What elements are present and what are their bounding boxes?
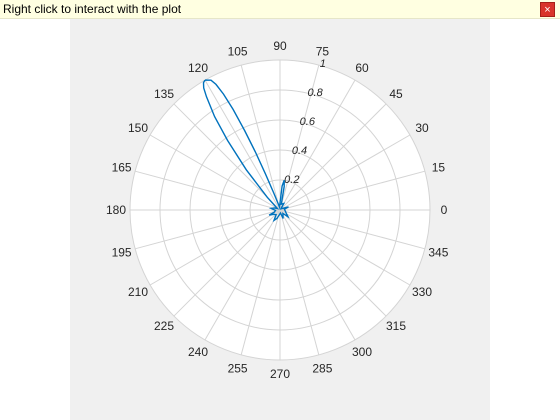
theta-tick-label: 300 xyxy=(352,345,372,359)
theta-grid-spoke xyxy=(240,64,281,211)
theta-grid-spoke xyxy=(240,209,281,356)
theta-grid-spoke xyxy=(279,209,356,341)
r-tick-label: 1 xyxy=(320,58,326,70)
theta-grid-spoke xyxy=(204,79,281,211)
theta-tick-label: 150 xyxy=(128,121,148,135)
theta-grid-spoke xyxy=(279,209,426,250)
theta-grid-spoke xyxy=(279,209,320,356)
theta-grid-spoke xyxy=(173,209,281,317)
theta-grid-spoke xyxy=(173,103,281,211)
theta-tick-label: 15 xyxy=(432,161,446,175)
theta-tick-label: 255 xyxy=(228,361,248,375)
theta-grid-spoke xyxy=(279,170,426,211)
theta-tick-label: 165 xyxy=(112,161,132,175)
theta-grid-spoke xyxy=(279,64,320,211)
theta-tick-label: 240 xyxy=(188,345,208,359)
theta-tick-label: 315 xyxy=(386,319,406,333)
series-line xyxy=(202,79,290,223)
theta-tick-label: 90 xyxy=(273,39,287,53)
r-tick-label: 0.8 xyxy=(307,87,323,99)
theta-grid-spoke xyxy=(279,209,411,286)
theta-grid-spoke xyxy=(279,103,387,211)
theta-tick-label: 225 xyxy=(154,319,174,333)
theta-grid-spoke xyxy=(279,79,356,211)
theta-grid-spoke xyxy=(149,209,281,286)
theta-grid-spoke xyxy=(134,209,281,250)
plot-area[interactable]: 0 15 30 45 60 75 90 105 120 135 150 165 180 195 210 225… xyxy=(70,19,490,420)
theta-tick-label: 45 xyxy=(389,87,403,101)
theta-grid-spoke xyxy=(149,134,281,211)
theta-grid-spoke xyxy=(279,134,411,211)
theta-tick-label: 120 xyxy=(188,61,208,75)
plot-hint-text: Right click to interact with the plot xyxy=(3,2,182,16)
theta-tick-label: 135 xyxy=(154,87,174,101)
theta-tick-label: 345 xyxy=(428,245,448,259)
close-icon[interactable]: × xyxy=(540,2,555,17)
r-tick-label: 0.2 xyxy=(284,174,299,186)
r-tick-label: 0.4 xyxy=(292,145,307,157)
theta-tick-label: 285 xyxy=(312,361,332,375)
theta-tick-label: 75 xyxy=(316,45,330,59)
theta-tick-label: 330 xyxy=(412,285,432,299)
plot-hint-banner: Right click to interact with the plot × xyxy=(0,0,560,19)
theta-tick-label: 30 xyxy=(415,121,429,135)
r-tick-label: 0.6 xyxy=(300,116,316,128)
theta-grid-spoke xyxy=(279,209,387,317)
theta-tick-label: 0 xyxy=(441,203,448,217)
theta-tick-label: 195 xyxy=(112,245,132,259)
theta-grid-spoke xyxy=(134,170,281,211)
theta-tick-label: 60 xyxy=(355,61,369,75)
theta-tick-label: 180 xyxy=(106,203,126,217)
polar-plot[interactable]: 0 15 30 45 60 75 90 105 120 135 150 165 180 195 210 225… xyxy=(70,19,490,420)
theta-tick-label: 105 xyxy=(228,45,248,59)
theta-grid-spoke xyxy=(204,209,281,341)
theta-tick-label: 210 xyxy=(128,285,148,299)
theta-tick-label: 270 xyxy=(270,367,290,381)
